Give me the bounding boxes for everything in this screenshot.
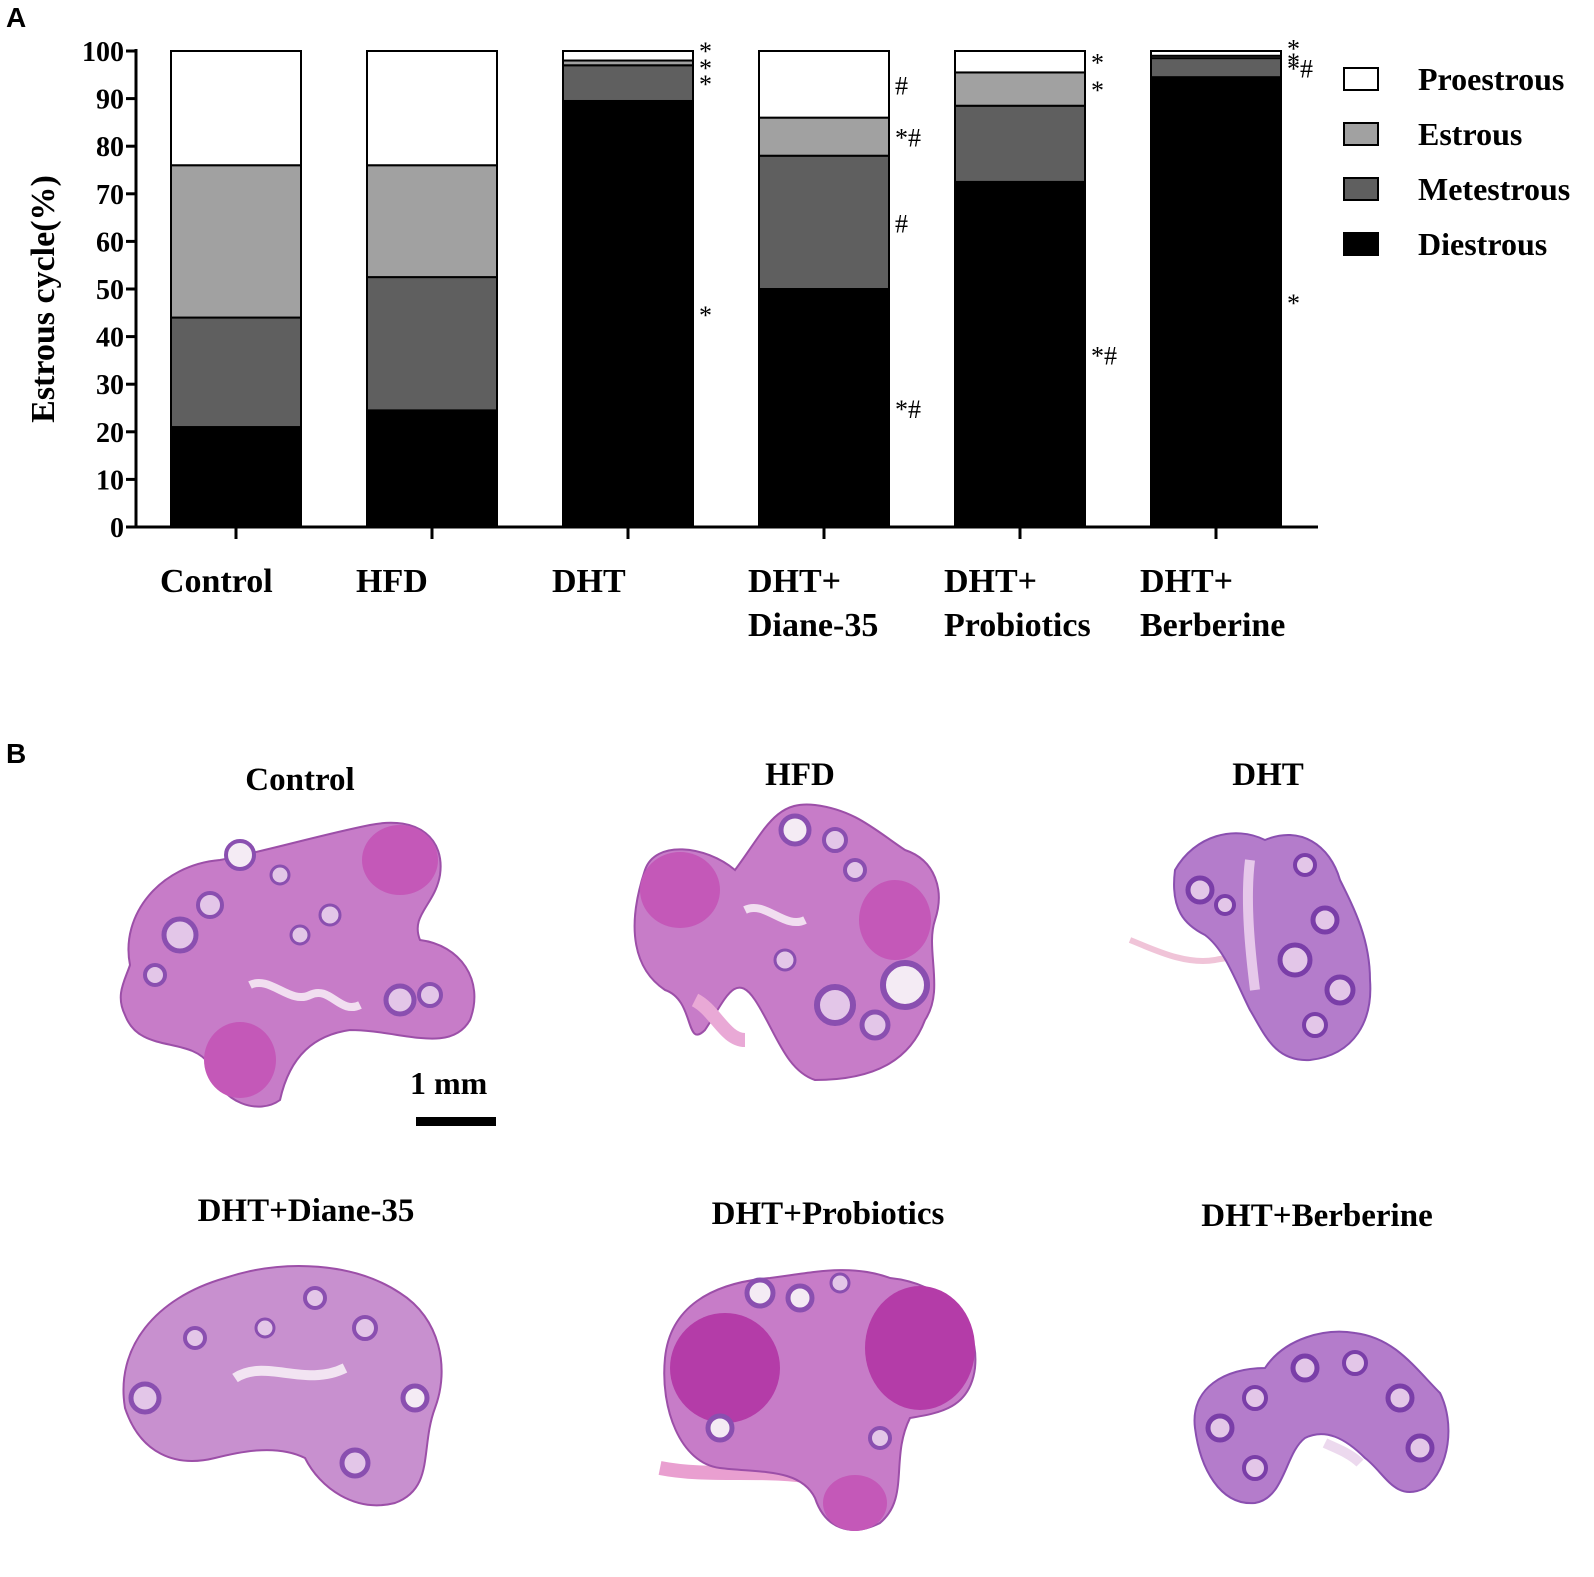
x-tick-label-4-0: DHT+: [944, 563, 1037, 600]
bar-proestrous-5: [1150, 50, 1282, 57]
bar-metestrous-2: [562, 64, 694, 102]
image-title-dht-berberine: DHT+Berberine: [1201, 1198, 1433, 1234]
y-tick-label-90: 90: [96, 85, 124, 116]
x-tick-label-3-0: DHT+: [748, 563, 841, 600]
legend-swatch-metestrous: [1343, 177, 1379, 201]
panel-a-label: A: [6, 2, 27, 33]
y-tick-label-70: 70: [96, 180, 124, 211]
y-tick-label-10: 10: [96, 465, 124, 496]
bar-proestrous-4: [954, 50, 1086, 74]
annotation-9: *: [1091, 76, 1104, 105]
x-tick-label-3-1: Diane-35: [748, 607, 878, 644]
annotation-0: *: [699, 37, 712, 66]
bar-diestrous-4: [954, 180, 1086, 528]
bar-proestrous-0: [170, 50, 302, 167]
y-tick-label-100: 100: [82, 37, 124, 68]
annotation-5: *#: [895, 124, 921, 153]
ovary-section-hfd: [633, 803, 940, 1082]
annotation-6: #: [895, 209, 908, 238]
annotation-4: #: [895, 71, 908, 100]
y-tick-label-50: 50: [96, 275, 124, 306]
tissue-outline: [1193, 1330, 1450, 1505]
x-tick-label-4-1: Probiotics: [944, 607, 1091, 644]
legend-swatch-proestrous: [1343, 67, 1379, 91]
ovary-section-dht-probiotics: [658, 1269, 977, 1531]
corpus-luteum: [859, 880, 931, 960]
bar-diestrous-0: [170, 426, 302, 529]
bar-metestrous-3: [758, 154, 890, 290]
bar-diestrous-1: [366, 409, 498, 529]
annotation-12: *: [1287, 48, 1300, 77]
x-tick-label-5-0: DHT+: [1140, 563, 1233, 600]
y-axis-label: Estrous cycle(%): [25, 175, 62, 423]
annotation-10: *#: [1091, 341, 1117, 370]
bar-estrous-0: [170, 164, 302, 319]
tissue-outline: [1173, 832, 1372, 1062]
y-tick-label-60: 60: [96, 227, 124, 258]
legend-swatch-estrous: [1343, 122, 1379, 146]
panel-b-label: B: [6, 738, 27, 769]
ovary-section-dht-diane: [122, 1265, 443, 1507]
legend-label-estrous: Estrous: [1418, 116, 1522, 152]
bar-metestrous-0: [170, 316, 302, 429]
bar-estrous-1: [366, 164, 498, 279]
bar-estrous-3: [758, 116, 890, 157]
annotation-3: *: [699, 301, 712, 330]
y-tick-label-80: 80: [96, 132, 124, 163]
bar-metestrous-4: [954, 104, 1086, 183]
x-tick-label-2-0: DHT: [552, 563, 626, 600]
bar-metestrous-5: [1150, 57, 1282, 79]
corpus-luteum: [865, 1286, 975, 1410]
bar-diestrous-3: [758, 288, 890, 528]
annotation-2: *: [699, 70, 712, 99]
y-tick-label-20: 20: [96, 418, 124, 449]
x-tick-label-5-1: Berberine: [1140, 607, 1285, 644]
image-title-dht: DHT: [1232, 757, 1304, 793]
scale-bar: [416, 1117, 496, 1126]
bar-proestrous-3: [758, 50, 890, 119]
bar-diestrous-5: [1150, 76, 1282, 529]
corpus-luteum: [640, 852, 720, 928]
image-title-dht-diane: DHT+Diane-35: [197, 1193, 415, 1229]
y-tick-label-0: 0: [110, 513, 124, 544]
y-tick-label-40: 40: [96, 323, 124, 354]
stacked-bar-chart: 0 10 20 30 40 50 60 70 80 90 100 Estrous cycle(%) Co…: [25, 34, 1570, 644]
annotation-11: *: [1287, 34, 1300, 63]
ovary-section-control: [119, 821, 476, 1108]
ovary-section-dht: [1128, 832, 1372, 1062]
bar-proestrous-2: [562, 50, 694, 62]
bar-estrous-4: [954, 71, 1086, 107]
annotation-14: *: [1287, 289, 1300, 318]
corpus-luteum: [823, 1475, 887, 1531]
corpus-luteum: [204, 1022, 276, 1098]
ovary-section-dht-berberine: [1193, 1330, 1450, 1505]
bar-diestrous-2: [562, 99, 694, 528]
image-title-dht-probiotics: DHT+Probiotics: [711, 1196, 945, 1232]
y-tick-label-30: 30: [96, 370, 124, 401]
legend-label-proestrous: Proestrous: [1418, 61, 1564, 97]
legend-label-diestrous: Diestrous: [1418, 226, 1547, 262]
image-title-control: Control: [245, 762, 355, 798]
legend-swatch-diestrous: [1343, 232, 1379, 256]
corpus-luteum: [670, 1313, 780, 1423]
x-tick-label-1-0: HFD: [356, 563, 428, 600]
image-title-hfd: HFD: [765, 757, 835, 793]
tissue-outline: [122, 1265, 443, 1507]
bar-metestrous-1: [366, 276, 498, 412]
x-tick-label-0-0: Control: [160, 563, 273, 600]
legend-label-metestrous: Metestrous: [1418, 171, 1570, 207]
bar-proestrous-1: [366, 50, 498, 167]
scale-bar-label: 1 mm: [410, 1065, 488, 1101]
annotation-7: *#: [895, 395, 921, 424]
annotation-13: *#: [1287, 55, 1313, 84]
annotation-1: *: [699, 54, 712, 83]
annotation-8: *: [1091, 49, 1104, 78]
corpus-luteum: [362, 825, 438, 895]
